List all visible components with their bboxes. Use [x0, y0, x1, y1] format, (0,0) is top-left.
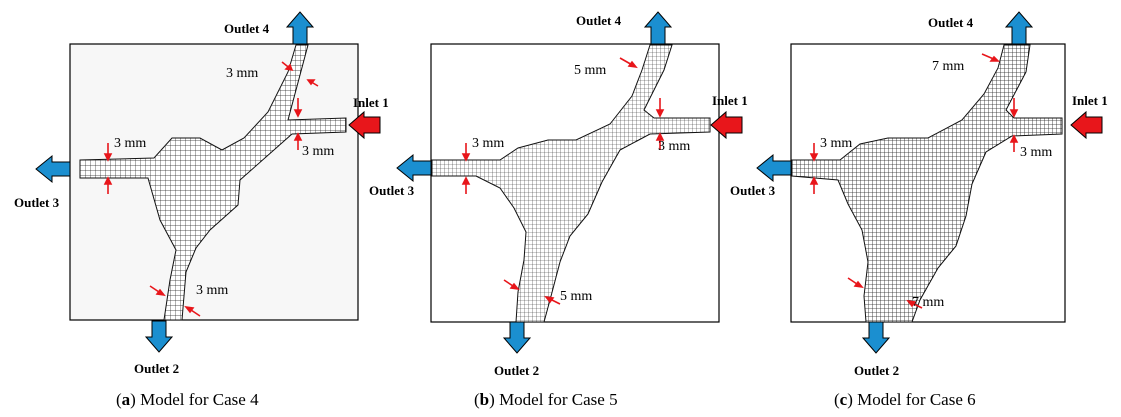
dimension-label-left: 3 mm: [472, 136, 505, 151]
outlet-2-label: Outlet 2: [134, 361, 180, 376]
dimension-markers: [461, 57, 665, 305]
dimension-label-bottom: 7 mm: [912, 295, 945, 310]
vessel-mesh: [431, 44, 711, 323]
dimension-label-inlet: 3 mm: [1020, 145, 1053, 160]
dimension-label-top: 7 mm: [932, 59, 965, 74]
panel-case-6: Outlet 4 Inlet 1 Outlet 3 Outlet 2 7 mm …: [730, 0, 1121, 417]
panel-case-4: Outlet 4 Inlet 1 Outlet 3 Outlet 2 3 mm …: [0, 0, 389, 417]
outlet-2-arrow: [144, 320, 174, 353]
outlet-4-label: Outlet 4: [576, 13, 622, 28]
mesh-diagram-case-6: [756, 11, 1103, 354]
caption-b: (b) Model for Case 5: [474, 390, 618, 409]
inlet-1-label: Inlet 1: [712, 93, 748, 108]
caption-c: (c) Model for Case 6: [834, 390, 976, 409]
outlet-2-arrow: [502, 321, 532, 354]
dimension-markers: [103, 61, 319, 317]
outlet-2-label: Outlet 2: [494, 363, 540, 378]
outlet-4-arrow: [285, 11, 315, 45]
dimension-label-left: 3 mm: [820, 136, 853, 151]
inlet-1-arrow: [710, 110, 743, 140]
inlet-1-label: Inlet 1: [353, 95, 389, 110]
outlet-3-arrow: [35, 154, 71, 184]
vessel-mesh: [791, 44, 1063, 323]
outlet-2-arrow: [861, 321, 891, 354]
outlet-3-label: Outlet 3: [369, 183, 415, 198]
outlet-4-label: Outlet 4: [928, 15, 974, 30]
outlet-4-label: Outlet 4: [224, 21, 270, 36]
vessel-mesh: [79, 44, 347, 321]
outlet-4-arrow: [1004, 11, 1034, 45]
outlet-3-arrow: [396, 153, 432, 183]
panel-case-5: Outlet 4 Inlet 1 Outlet 3 Outlet 2 5 mm …: [369, 0, 760, 417]
dimension-markers: [809, 53, 1019, 309]
mesh-diagram-case-4: [35, 11, 381, 353]
dimension-label-bottom: 3 mm: [196, 283, 229, 298]
dimension-label-left: 3 mm: [114, 136, 147, 151]
outlet-4-arrow: [643, 11, 673, 45]
caption-a: (a) Model for Case 4: [116, 390, 259, 409]
dimension-label-bottom: 5 mm: [560, 289, 593, 304]
mesh-diagram-case-5: [396, 11, 743, 354]
dimension-label-top: 5 mm: [574, 63, 607, 78]
outlet-3-label: Outlet 3: [730, 183, 776, 198]
inlet-1-arrow: [1070, 110, 1103, 140]
dimension-label-inlet: 3 mm: [302, 144, 335, 159]
dimension-label-top: 3 mm: [226, 66, 259, 81]
outlet-3-arrow: [756, 153, 792, 183]
outlet-2-label: Outlet 2: [854, 363, 900, 378]
domain-frame: [430, 43, 720, 323]
outlet-3-label: Outlet 3: [14, 195, 60, 210]
dimension-label-inlet: 3 mm: [658, 139, 691, 154]
inlet-1-arrow: [348, 110, 381, 140]
inlet-1-label: Inlet 1: [1072, 93, 1108, 108]
